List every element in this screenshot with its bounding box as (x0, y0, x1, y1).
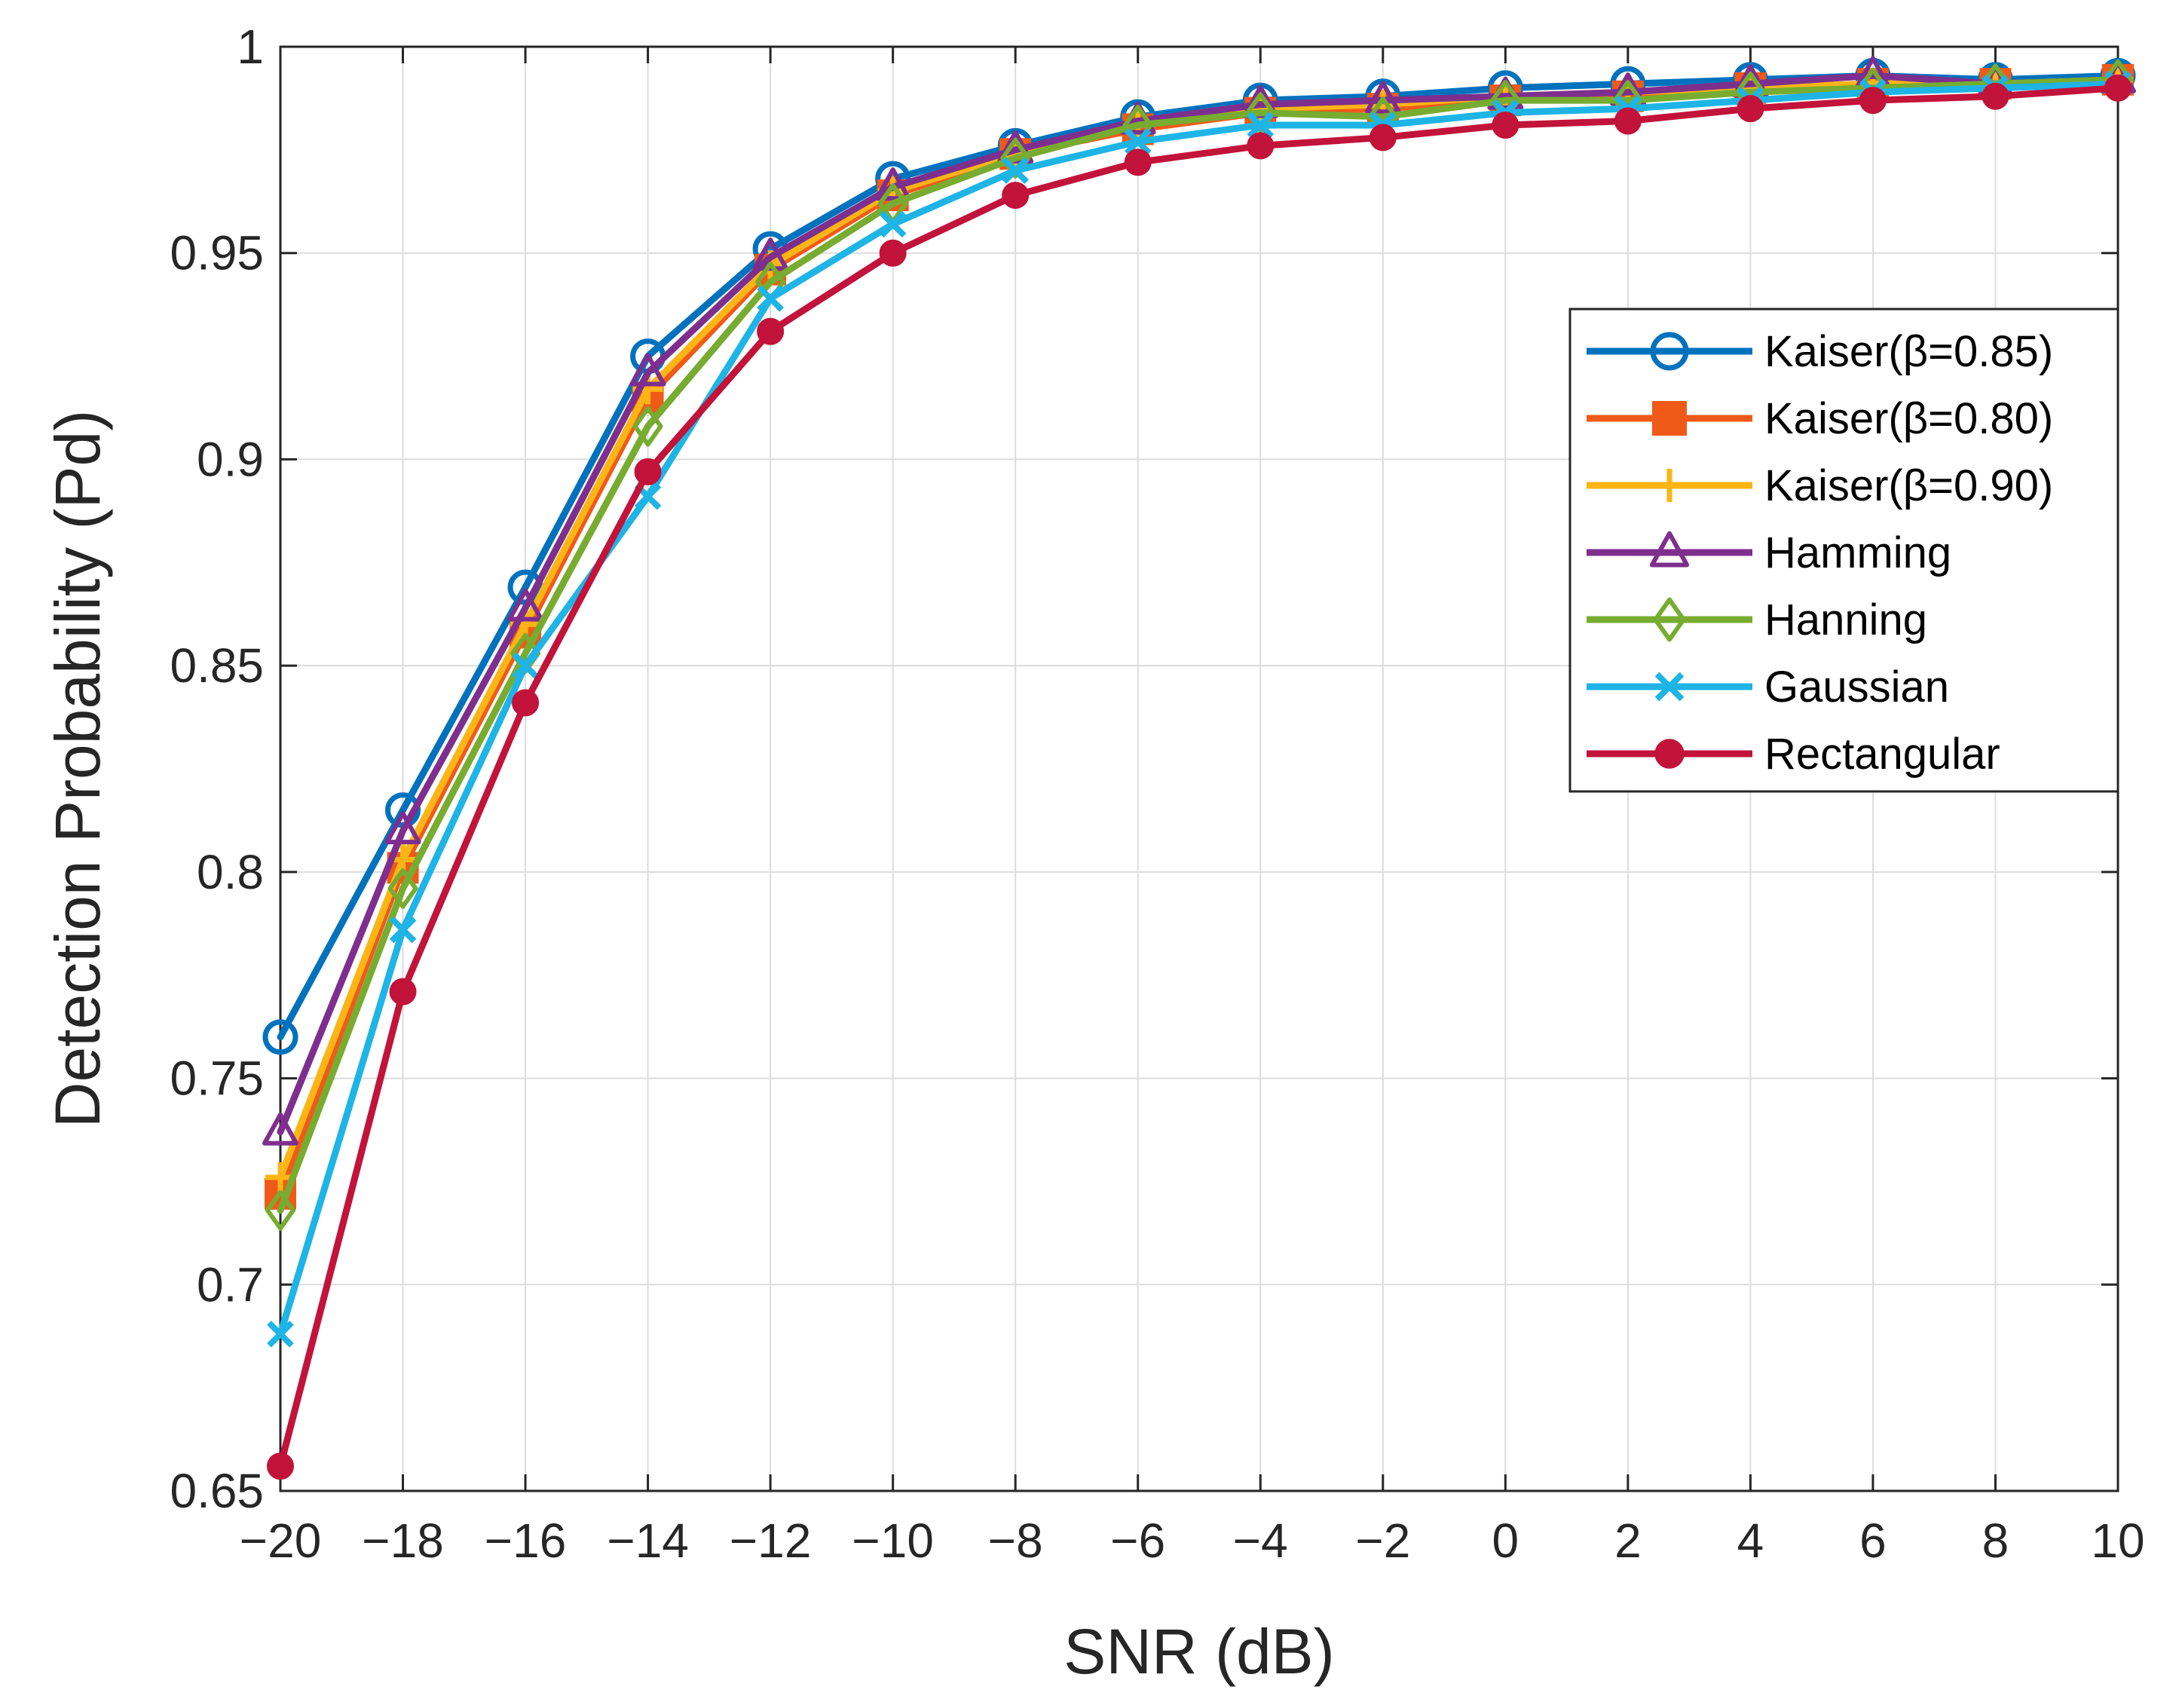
data-point (1000, 137, 1031, 179)
data-point (1002, 157, 1030, 185)
legend-marker (1649, 531, 1690, 568)
data-point (512, 689, 540, 717)
x-tick-label: −16 (485, 1514, 567, 1568)
data-point (1492, 112, 1519, 139)
data-series (262, 56, 2136, 1480)
data-point (267, 1321, 294, 1348)
y-tick-label: 0.95 (170, 226, 264, 280)
x-tick-label: 4 (1737, 1514, 1764, 1568)
x-tick-label: −6 (1110, 1514, 1165, 1568)
data-point (879, 239, 907, 267)
y-tick-label: 0.85 (170, 638, 264, 693)
legend-entry: Rectangular (1587, 730, 2000, 779)
data-point (262, 1019, 298, 1055)
data-point (2104, 74, 2132, 102)
x-tick-label: 2 (1614, 1514, 1642, 1568)
data-point (1245, 92, 1276, 133)
x-tick-label: 6 (1859, 1514, 1887, 1568)
x-tick-label: −4 (1233, 1514, 1288, 1568)
data-point (267, 1452, 294, 1480)
legend-entry: Hanning (1587, 595, 1927, 644)
y-tick-label: 0.75 (170, 1051, 264, 1106)
legend-entry: Gaussian (1587, 663, 1949, 712)
data-point (1124, 148, 1152, 176)
series-rectangular (267, 74, 2132, 1480)
y-axis-title: Detection Probability (Pd) (42, 410, 113, 1128)
data-point (757, 317, 785, 345)
data-point (507, 588, 544, 622)
series-line (277, 84, 2122, 1470)
data-point (1737, 95, 1764, 123)
data-point (634, 458, 662, 485)
data-point (752, 237, 789, 271)
legend-label: Gaussian (1764, 663, 1949, 712)
data-point (1614, 107, 1642, 135)
legend-entry: Kaiser(β=0.90) (1587, 461, 2053, 510)
data-point (1982, 82, 2009, 110)
legend-entry: Hamming (1587, 528, 1951, 577)
y-tick-label: 0.8 (197, 845, 264, 899)
legend: Kaiser(β=0.85) Kaiser(β=0.80) Kaiser(β=0.9… (1568, 308, 2119, 793)
legend-entry: Kaiser(β=0.80) (1587, 394, 2053, 443)
series-line (277, 76, 2122, 1214)
legend-marker (1653, 597, 1686, 642)
data-point (879, 210, 907, 238)
x-tick-label: −2 (1355, 1514, 1410, 1568)
legend-marker (1654, 739, 1685, 769)
x-tick-label: −14 (607, 1514, 689, 1568)
data-point (512, 652, 539, 679)
data-point (874, 167, 911, 201)
x-tick-label: −20 (240, 1514, 322, 1568)
x-tick-label: 10 (2091, 1514, 2144, 1568)
x-tick-label: 8 (1982, 1514, 2009, 1568)
data-point (1364, 81, 1401, 115)
data-point (262, 1112, 298, 1146)
legend-label: Kaiser(β=0.80) (1764, 394, 2053, 443)
y-tick-label: 0.9 (197, 432, 264, 486)
data-point (387, 868, 418, 909)
data-point (389, 916, 417, 944)
series-line (277, 72, 2122, 1136)
data-point (1247, 112, 1275, 139)
legend-label: Kaiser(β=0.90) (1764, 461, 2053, 510)
legend-marker (1654, 672, 1685, 702)
data-point (632, 406, 663, 447)
data-point (265, 1189, 295, 1231)
x-tick-label: −10 (852, 1514, 934, 1568)
data-point (1124, 128, 1152, 155)
data-point (1859, 87, 1887, 115)
y-tick-label: 0.65 (170, 1464, 264, 1518)
data-point (384, 811, 421, 845)
y-tick-label: 0.7 (197, 1257, 264, 1312)
data-point (757, 285, 784, 312)
x-tick-label: 0 (1492, 1514, 1519, 1568)
legend-label: Hanning (1764, 595, 1927, 644)
legend-label: Hamming (1764, 528, 1951, 577)
x-tick-label: −8 (988, 1514, 1043, 1568)
data-point (629, 353, 666, 387)
legend-entry: Kaiser(β=0.85) (1587, 327, 2053, 376)
legend-marker (1652, 401, 1687, 436)
x-tick-label: −12 (730, 1514, 812, 1568)
data-point (389, 978, 417, 1006)
legend-label: Kaiser(β=0.85) (1764, 327, 2053, 376)
y-tick-label: 1 (237, 20, 264, 74)
x-axis-title: SNR (dB) (1063, 1616, 1334, 1687)
axis-ticks: −20 −18 −16 −14 −12 −10 −8 −6 −4 −2 0 2 4 6 8 100.650.7… (170, 20, 2144, 1568)
data-point (1002, 182, 1030, 210)
data-point (1247, 132, 1275, 160)
data-point (1369, 124, 1397, 152)
x-tick-label: −18 (362, 1514, 444, 1568)
legend-marker (1650, 332, 1689, 371)
legend-label: Rectangular (1764, 730, 2000, 779)
legend-marker (1653, 469, 1686, 502)
